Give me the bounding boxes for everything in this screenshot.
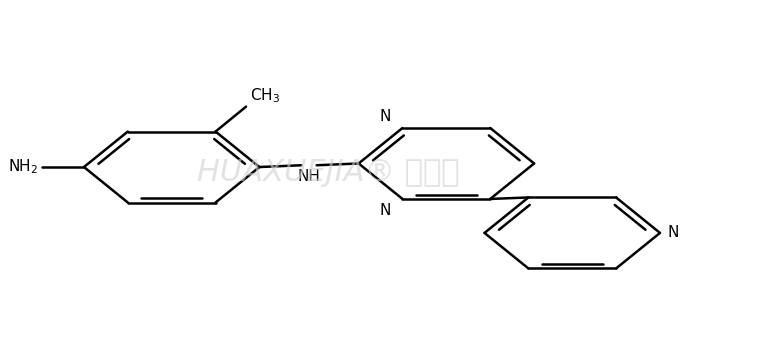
Text: HUAXUEJIA® 化学加: HUAXUEJIA® 化学加 [197,158,459,187]
Text: N: N [380,202,391,218]
Text: CH$_3$: CH$_3$ [250,86,280,105]
Text: N: N [380,109,391,125]
Text: N: N [668,225,679,241]
Text: NH: NH [297,169,320,184]
Text: NH$_2$: NH$_2$ [8,158,38,176]
